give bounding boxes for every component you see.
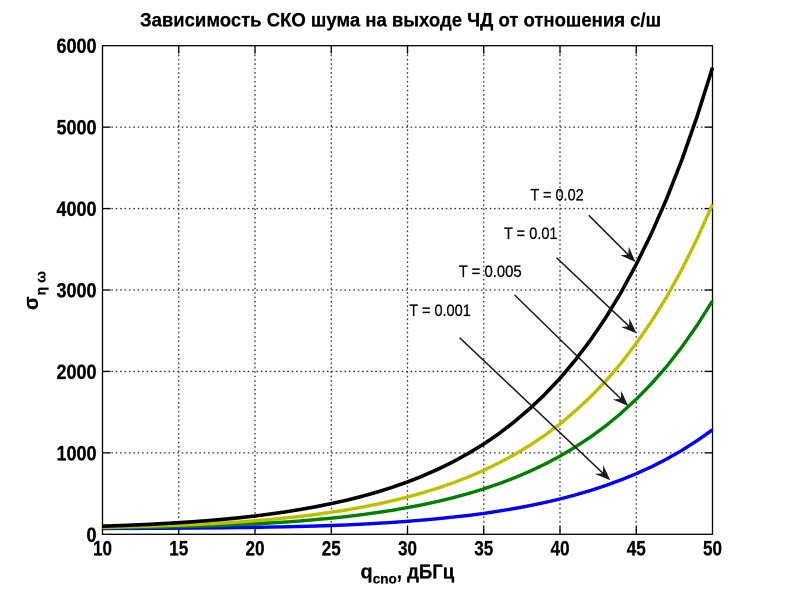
svg-text:4000: 4000 [57, 198, 97, 221]
svg-text:T = 0.01: T = 0.01 [504, 225, 558, 243]
svg-text:Зависимость СКО шума на выходе: Зависимость СКО шума на выходе ЧД от отн… [140, 11, 661, 32]
svg-text:35: 35 [474, 538, 493, 561]
svg-text:2000: 2000 [57, 361, 97, 384]
svg-text:50: 50 [703, 538, 722, 561]
svg-text:T = 0.005: T = 0.005 [459, 263, 522, 281]
svg-text:15: 15 [169, 538, 188, 561]
svg-text:6000: 6000 [57, 35, 97, 58]
svg-text:20: 20 [246, 538, 265, 561]
svg-text:0: 0 [87, 524, 97, 547]
svg-text:1000: 1000 [57, 442, 97, 465]
svg-text:45: 45 [627, 538, 646, 561]
svg-text:40: 40 [551, 538, 570, 561]
svg-text:30: 30 [398, 538, 417, 561]
svg-text:T = 0.001: T = 0.001 [409, 302, 471, 320]
svg-text:25: 25 [322, 538, 341, 561]
svg-text:T = 0.02: T = 0.02 [530, 186, 583, 204]
svg-text:10: 10 [93, 538, 112, 561]
svg-text:3000: 3000 [57, 280, 97, 303]
svg-text:5000: 5000 [57, 117, 97, 140]
